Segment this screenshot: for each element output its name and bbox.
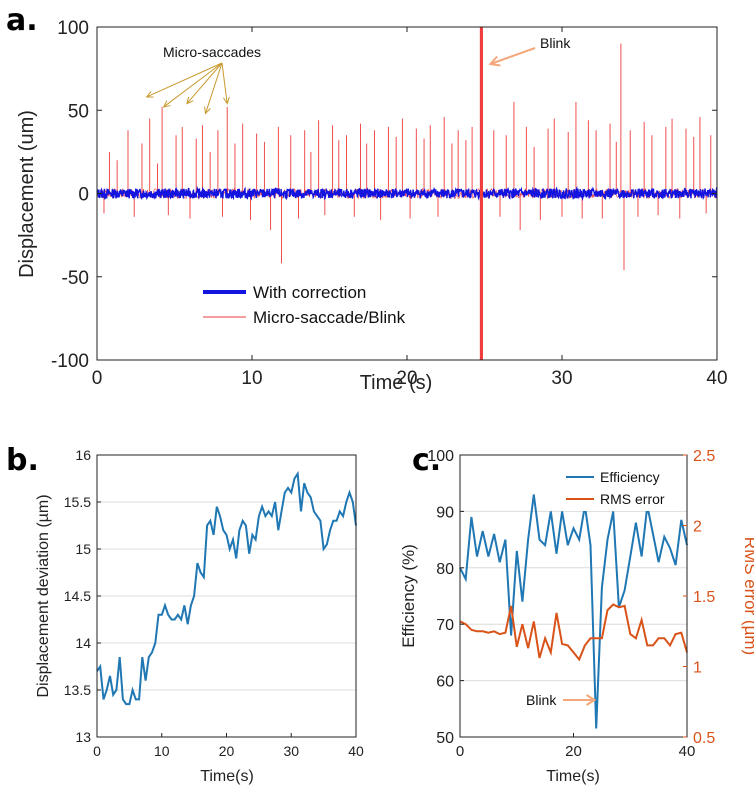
panel-c: c. 50 60 70 80 90 100 0.5 1 1.5 2 2.5 0 20 40 Time(s)… xyxy=(399,443,754,785)
annotation-arrowhead xyxy=(585,694,597,706)
y-tick-label: -50 xyxy=(62,268,89,289)
y-tick-label: 14.5 xyxy=(64,588,91,604)
legend-label-micro-saccade-blink: Micro-saccade/Blink xyxy=(253,308,406,327)
panel-a-series-group xyxy=(97,27,717,360)
annotation-arrowhead xyxy=(186,96,194,105)
panel-a-plot-area xyxy=(97,27,717,360)
annotation-blink: Blink xyxy=(526,692,557,708)
legend-label-efficiency: Efficiency xyxy=(600,469,660,485)
x-tick-label: 30 xyxy=(283,743,299,759)
panel-letter-a: a. xyxy=(6,3,38,38)
x-tick-label: 10 xyxy=(241,368,262,389)
blink-spike xyxy=(479,27,483,360)
y-tick-label: 14 xyxy=(75,635,91,651)
panel-c-plot-area xyxy=(459,494,688,729)
x-tick-label: 20 xyxy=(396,368,417,389)
y2-tick-label: 2 xyxy=(693,519,702,536)
annotation-arrowhead xyxy=(488,55,501,67)
annotation-arrow xyxy=(221,62,228,104)
panel-c-ticks: 50 60 70 80 90 100 0.5 1 1.5 2 2.5 0 20 40 xyxy=(427,448,715,760)
x-tick-label: 20 xyxy=(565,743,582,760)
panel-b-x-label: Time(s) xyxy=(200,768,254,785)
panel-b-grid xyxy=(97,454,356,738)
y-tick-label: 100 xyxy=(57,18,89,39)
y-tick-label: 70 xyxy=(436,617,454,634)
annotation-arrowhead xyxy=(204,106,211,115)
legend-label-with-correction: With correction xyxy=(253,283,366,302)
annotation-arrowhead xyxy=(162,100,171,108)
annotation-arrow xyxy=(205,62,223,114)
panel-a: a. 0 10 20 30 40 -100 -50 0 50 100 Time (s) Displ… xyxy=(6,3,728,394)
panel-letter-c: c. xyxy=(412,443,441,478)
series-efficiency xyxy=(459,494,688,729)
legend-label-rms-error: RMS error xyxy=(600,491,665,507)
panel-b-y-label: Displacement deviation (µm) xyxy=(35,494,52,697)
y-tick-label: 80 xyxy=(436,561,454,578)
y2-tick-label: 2.5 xyxy=(693,448,715,465)
legend-background xyxy=(560,465,684,511)
x-tick-label: 40 xyxy=(679,743,696,760)
annotation-arrow xyxy=(186,62,223,104)
annotation-arrow xyxy=(146,62,223,98)
series-with-correction xyxy=(97,185,717,202)
y2-tick-label: 0.5 xyxy=(693,730,715,747)
annotation-micro-saccades: Micro-saccades xyxy=(163,44,261,60)
series-rms-error xyxy=(459,603,688,662)
y2-tick-label: 1 xyxy=(693,660,702,677)
y-tick-label: 16 xyxy=(75,447,91,463)
y-tick-label: 50 xyxy=(68,101,89,122)
panel-a-y-label: Displacement (um) xyxy=(16,110,38,278)
x-tick-label: 30 xyxy=(551,368,572,389)
x-tick-label: 40 xyxy=(348,743,364,759)
y2-tick-label: 1.5 xyxy=(693,589,715,606)
series-displacement-deviation xyxy=(96,470,357,706)
annotation-arrow xyxy=(163,62,223,108)
panel-letter-b: b. xyxy=(6,443,39,478)
x-tick-label: 10 xyxy=(154,743,170,759)
panel-a-x-label: Time (s) xyxy=(360,372,433,394)
panel-c-annotations: Blink xyxy=(526,692,597,708)
legend-background xyxy=(196,278,436,334)
y-tick-label: 15.5 xyxy=(64,494,91,510)
panel-b-ticks: 13 13.5 14 14.5 15 15.5 16 0 10 20 30 40 xyxy=(64,447,364,759)
x-tick-label: 40 xyxy=(706,368,727,389)
panel-b-plot-area xyxy=(96,470,357,706)
annotation-arrowhead xyxy=(222,96,230,105)
y-tick-label: 0 xyxy=(78,185,89,206)
panel-a-legend: With correction Micro-saccade/Blink xyxy=(196,278,436,334)
panel-c-y2-label: RMS error (µm) xyxy=(741,537,754,655)
y-tick-label: 13 xyxy=(75,729,91,745)
panel-a-ticks: 0 10 20 30 40 -100 -50 0 50 100 xyxy=(51,18,728,389)
y-tick-label: 100 xyxy=(427,448,454,465)
annotation-arrowhead xyxy=(145,91,154,98)
panel-c-y-label: Efficiency (%) xyxy=(399,544,418,648)
x-tick-label: 20 xyxy=(219,743,235,759)
panel-c-x-label: Time(s) xyxy=(546,768,600,785)
y-tick-label: 90 xyxy=(436,504,454,521)
panel-c-legend: Efficiency RMS error xyxy=(560,465,684,511)
panel-b: b. 13 13.5 14 14.5 15 15.5 16 0 10 20 30 40 Time(s)… xyxy=(6,443,364,785)
annotation-arrow xyxy=(490,47,536,65)
panel-a-annotations: Micro-saccades Blink xyxy=(145,35,571,115)
y-tick-label: 15 xyxy=(75,541,91,557)
annotation-blink: Blink xyxy=(540,35,571,51)
x-tick-label: 0 xyxy=(92,368,103,389)
x-tick-label: 0 xyxy=(93,743,101,759)
y-tick-label: 50 xyxy=(436,730,454,747)
x-tick-label: 0 xyxy=(456,743,464,760)
y-tick-label: 13.5 xyxy=(64,682,91,698)
y-tick-label: 60 xyxy=(436,674,454,691)
y-tick-label: -100 xyxy=(51,351,89,372)
